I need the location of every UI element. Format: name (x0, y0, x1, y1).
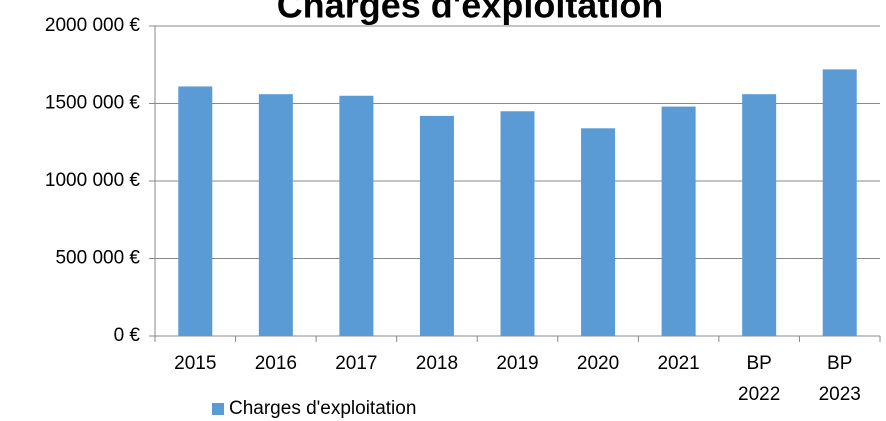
bar (742, 94, 777, 336)
bar (581, 128, 616, 336)
legend: Charges d'exploitation (212, 398, 416, 420)
bar (339, 95, 374, 336)
legend-swatch (212, 403, 224, 415)
x-tick-label: 2017 (335, 353, 378, 374)
x-tick-label: 2015 (174, 353, 217, 374)
y-tick-label: 2000 000 € (45, 15, 141, 36)
chart-title: Charges d'exploitation (277, 0, 664, 26)
bar (258, 94, 293, 336)
bar (661, 106, 696, 336)
y-tick-label: 1500 000 € (45, 93, 141, 114)
x-tick-label: 2019 (496, 353, 539, 374)
x-tick-label: 2016 (254, 353, 297, 374)
x-tick-label: BP 2022 (738, 353, 781, 405)
bar (419, 115, 454, 337)
bar (822, 69, 857, 337)
x-tick-label: 2021 (657, 353, 700, 374)
x-tick-label: BP 2023 (818, 353, 861, 405)
bar (178, 86, 213, 336)
y-tick-label: 0 € (114, 325, 141, 346)
x-tick-label: 2018 (415, 353, 459, 374)
legend-label: Charges d'exploitation (229, 398, 417, 419)
y-tick-label: 1000 000 € (45, 170, 141, 191)
bar (500, 111, 535, 336)
x-tick-label: 2020 (576, 353, 620, 374)
y-tick-label: 500 000 € (55, 248, 140, 269)
